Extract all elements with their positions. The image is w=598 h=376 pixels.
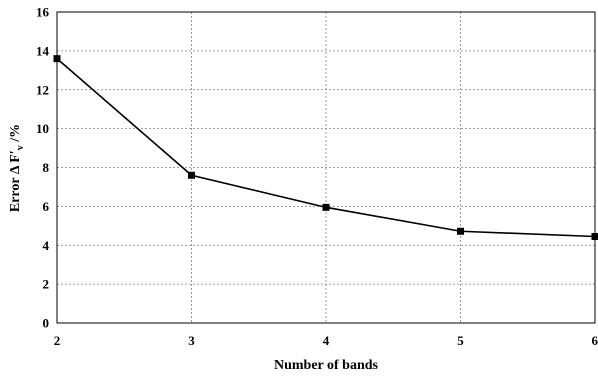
data-point-marker <box>322 203 330 211</box>
plot-frame <box>56 11 596 324</box>
data-markers <box>53 55 598 241</box>
grid-lines <box>57 12 595 323</box>
y-axis-label-sub: v <box>15 145 26 150</box>
x-axis-label: Number of bands <box>274 358 379 373</box>
y-axis-label-prefix: Error Δ F <box>8 154 23 212</box>
y-tick-label: 6 <box>43 199 50 214</box>
x-tick-label: 5 <box>457 333 464 348</box>
y-axis-label: Error Δ F′v /% <box>8 124 26 212</box>
y-tick-label: 14 <box>36 43 50 58</box>
data-point-marker <box>188 171 195 179</box>
x-tick-label: 2 <box>54 333 61 348</box>
y-tick-label: 12 <box>36 82 49 97</box>
x-tick-label: 6 <box>592 333 598 348</box>
y-tick-label: 8 <box>43 160 50 175</box>
y-tick-label: 4 <box>43 238 50 253</box>
data-point-marker <box>457 227 464 235</box>
y-axis-label-suffix: /% <box>8 124 23 145</box>
y-tick-label: 16 <box>36 5 50 20</box>
y-axis-label-prime: ′ <box>8 150 23 154</box>
y-tick-label: 0 <box>43 316 50 331</box>
data-point-marker <box>53 55 61 63</box>
x-tick-labels: 2 3 4 5 6 <box>54 333 598 348</box>
data-point-marker <box>591 233 598 241</box>
x-tick-label: 3 <box>188 333 195 348</box>
y-tick-label: 10 <box>36 121 49 136</box>
x-tick-label: 4 <box>323 333 330 348</box>
y-tick-labels: 0 2 4 6 8 10 12 14 16 <box>36 5 50 331</box>
y-tick-label: 2 <box>43 277 50 292</box>
